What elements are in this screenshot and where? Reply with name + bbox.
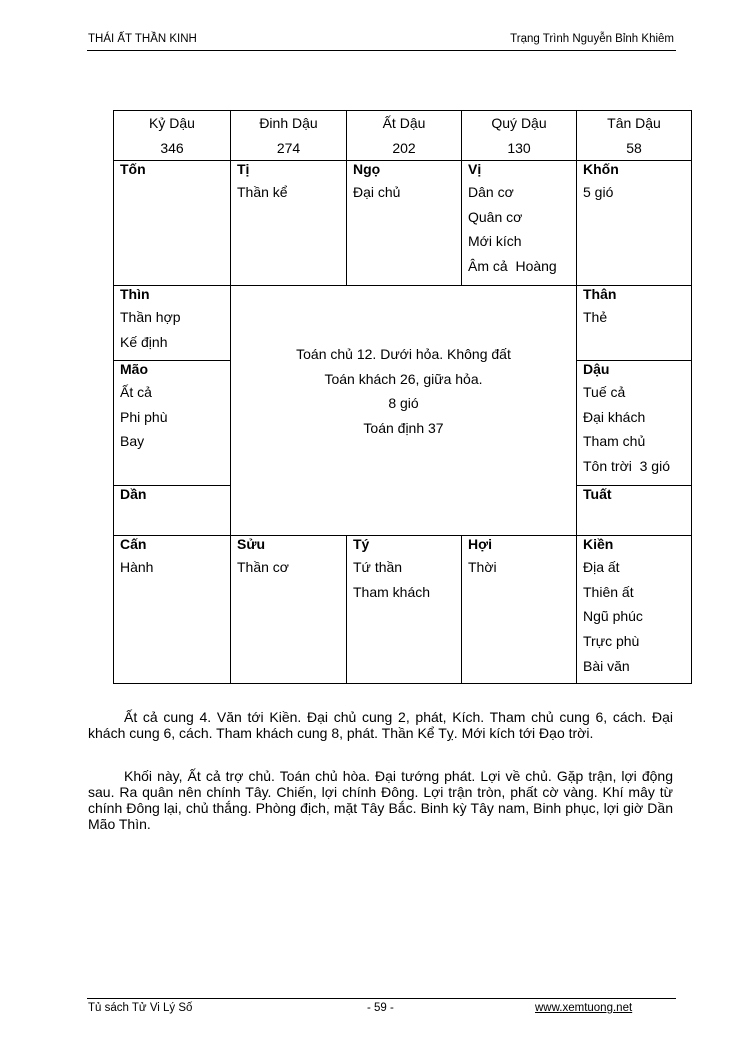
column-name: Tân Dậu bbox=[607, 115, 661, 131]
palace-name: Hợi bbox=[468, 536, 492, 552]
palace-entry: Tuế cả bbox=[583, 384, 626, 400]
palace-name: Dần bbox=[120, 486, 147, 502]
palace-entry: Ất cả bbox=[120, 384, 152, 400]
palace-name: Sửu bbox=[237, 536, 266, 552]
palace-cell: Tuất bbox=[576, 485, 692, 536]
column-value: 202 bbox=[392, 139, 416, 156]
footer-website-link[interactable]: www.xemtuong.net bbox=[535, 1002, 633, 1014]
palace-entry: Âm cả Hoàng bbox=[468, 258, 557, 275]
column-name: Kỷ Dậu bbox=[149, 115, 195, 131]
column-name: Đinh Dậu bbox=[259, 115, 318, 131]
palace-cell: Ngọ Đại chủ bbox=[346, 160, 462, 286]
palace-name: Dậu bbox=[583, 361, 610, 377]
column-header: Đinh Dậu 274 bbox=[230, 110, 347, 161]
palace-entry: Tham khách bbox=[353, 583, 431, 600]
palace-cell: Dậu Tuế cả Đại khách Tham chủ Tôn trời 3 gió bbox=[576, 360, 692, 486]
column-header: Tân Dậu 58 bbox=[576, 110, 692, 161]
palace-cell: Cấn Hành bbox=[113, 535, 231, 684]
palace-cell: Mão Ất cả Phi phù Bay bbox=[113, 360, 231, 486]
palace-entry: Thẻ bbox=[583, 309, 608, 325]
center-summary: Toán chủ 12. Dưới hỏa. Không đất Toán khá… bbox=[230, 285, 577, 536]
palace-name: Tị bbox=[237, 161, 250, 177]
summary-line: 8 gió bbox=[388, 395, 419, 412]
column-name: Quý Dậu bbox=[491, 115, 547, 131]
palace-entry: Tôn trời 3 gió bbox=[583, 458, 670, 475]
column-value: 274 bbox=[276, 139, 301, 156]
column-header: Quý Dậu 130 bbox=[461, 110, 577, 161]
palace-entry: Ngũ phúc bbox=[583, 608, 643, 625]
palace-cell: Kiền Địa ất Thiên ất Ngũ phúc Trực phù Bài vă… bbox=[576, 535, 692, 684]
palace-name: Khốn bbox=[583, 161, 619, 177]
palace-entry: Trực phù bbox=[583, 633, 640, 650]
paragraph-1: Ất cả cung 4. Văn tới Kiền. Đại chủ cung… bbox=[88, 709, 673, 741]
palace-name: Tuất bbox=[583, 486, 612, 502]
paragraph-2: Khối này, Ất cả trợ chủ. Toán chủ hòa. Đ… bbox=[88, 768, 673, 832]
footer-rule bbox=[87, 998, 676, 999]
palace-entry: Phi phù bbox=[120, 408, 168, 425]
column-value: 58 bbox=[626, 139, 642, 156]
column-header: Kỷ Dậu 346 bbox=[113, 110, 231, 161]
palace-cell: Tị Thần kể bbox=[230, 160, 347, 286]
palace-entry: Đại chủ bbox=[353, 184, 401, 200]
column-header: Ất Dậu 202 bbox=[346, 110, 462, 161]
palace-entry: Tham chủ bbox=[583, 433, 646, 450]
running-header-title: THÁI ẤT THẦN KINH bbox=[88, 33, 197, 45]
palace-entry: Tứ thần bbox=[353, 559, 403, 575]
running-header-author: Trạng Trình Nguyễn Bỉnh Khiêm bbox=[510, 33, 674, 45]
palace-entry: Thần kể bbox=[237, 184, 288, 200]
palace-entry: Bay bbox=[120, 433, 145, 450]
summary-line: Toán định 37 bbox=[363, 420, 444, 437]
summary-line: Toán chủ 12. Dưới hỏa. Không đất bbox=[296, 346, 511, 362]
palace-entry: Dân cơ bbox=[468, 184, 514, 200]
palace-cell: Thân Thẻ bbox=[576, 285, 692, 361]
palace-entry: Thiên ất bbox=[583, 583, 634, 600]
palace-cell: Vị Dân cơ Quân cơ Mới kích Âm cả Hoàng bbox=[461, 160, 577, 286]
palace-entry: 5 gió bbox=[583, 184, 614, 200]
palace-entry: Thần hợp bbox=[120, 309, 181, 325]
palace-entry: Mới kích bbox=[468, 233, 522, 250]
palace-entry: Địa ất bbox=[583, 559, 620, 575]
column-name: Ất Dậu bbox=[382, 115, 426, 131]
summary-line: Toán khách 26, giữa hỏa. bbox=[324, 370, 483, 387]
footer-series: Tủ sách Tử Vi Lý Số bbox=[88, 1002, 193, 1014]
palace-name: Mão bbox=[120, 361, 148, 377]
palace-entry: Thời bbox=[468, 559, 497, 575]
palace-cell: Thìn Thần hợp Kế định bbox=[113, 285, 231, 361]
palace-cell: Hợi Thời bbox=[461, 535, 577, 684]
palace-name: Vị bbox=[468, 161, 482, 177]
palace-cell: Dần bbox=[113, 485, 231, 536]
palace-name: Thìn bbox=[120, 286, 150, 302]
palace-name: Ngọ bbox=[353, 161, 381, 177]
palace-entry: Kế định bbox=[120, 333, 168, 350]
palace-cell: Khốn 5 gió bbox=[576, 160, 692, 286]
column-value: 130 bbox=[507, 139, 531, 156]
palace-name: Kiền bbox=[583, 536, 614, 552]
palace-name: Cấn bbox=[120, 536, 147, 552]
palace-entry: Đại khách bbox=[583, 408, 646, 425]
palace-entry: Hành bbox=[120, 559, 154, 575]
palace-name: Tý bbox=[353, 536, 370, 552]
column-value: 346 bbox=[160, 139, 184, 156]
palace-name: Thân bbox=[583, 286, 617, 302]
palace-entry: Quân cơ bbox=[468, 208, 523, 225]
palace-entry: Thần cơ bbox=[237, 559, 289, 575]
page-number: - 59 - bbox=[367, 1002, 394, 1014]
palace-entry: Bài văn bbox=[583, 657, 630, 674]
palace-cell: Sửu Thần cơ bbox=[230, 535, 347, 684]
palace-name: Tốn bbox=[120, 161, 146, 177]
palace-cell: Tý Tứ thần Tham khách bbox=[346, 535, 462, 684]
header-rule bbox=[87, 50, 676, 51]
palace-cell: Tốn bbox=[113, 160, 231, 286]
